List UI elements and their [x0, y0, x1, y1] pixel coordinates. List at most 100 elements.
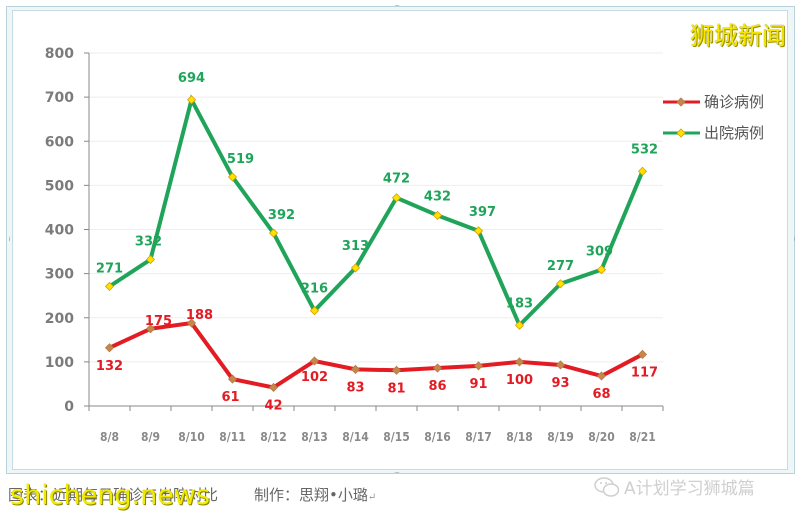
x-tick-label: 8/8: [100, 430, 119, 444]
data-label: 102: [301, 370, 328, 385]
x-tick-label: 8/12: [260, 430, 286, 444]
x-tick-label: 8/18: [506, 430, 532, 444]
legend-marker-icon: [676, 97, 686, 107]
data-label: 309: [586, 245, 613, 260]
data-point-marker: [227, 374, 238, 384]
data-point-marker: [145, 324, 156, 334]
y-tick-label: 100: [45, 355, 74, 371]
figure-caption: 图表：近期每日确诊与出院对比 制作：思翔•小璐↵: [8, 484, 376, 505]
x-tick-label: 8/15: [383, 430, 409, 444]
legend-label: 确诊病例: [704, 93, 764, 111]
data-label: 397: [469, 205, 496, 220]
wechat-watermark: A计划学习狮城篇: [594, 474, 755, 499]
data-point-marker: [104, 281, 115, 291]
y-tick-label: 0: [64, 399, 74, 415]
data-label: 68: [592, 387, 610, 402]
data-point-marker: [227, 172, 238, 182]
resize-handle-left[interactable]: ····: [5, 236, 13, 241]
data-point-marker: [350, 364, 361, 374]
data-point-marker: [309, 306, 320, 316]
resize-handle-bottom[interactable]: ····: [394, 469, 400, 477]
legend-marker-icon: [676, 128, 686, 138]
x-tick-label: 8/13: [301, 430, 327, 444]
data-label: 42: [264, 398, 282, 413]
brand-watermark: 狮城新闻: [690, 22, 786, 50]
x-tick-label: 8/16: [424, 430, 450, 444]
wechat-account-name: A计划学习狮城篇: [624, 479, 755, 499]
x-tick-label: 8/10: [178, 430, 204, 444]
data-label: 332: [135, 235, 162, 250]
x-tick-label: 8/17: [465, 430, 491, 444]
y-tick-label: 300: [45, 267, 74, 283]
data-point-marker: [309, 356, 320, 366]
data-point-marker: [637, 349, 648, 359]
data-point-marker: [596, 371, 607, 381]
data-point-marker: [350, 263, 361, 273]
data-point-marker: [473, 226, 484, 236]
legend-label: 出院病例: [704, 124, 764, 142]
paragraph-mark: ↵: [367, 492, 377, 503]
data-label: 91: [469, 377, 487, 392]
data-label: 61: [221, 390, 239, 405]
data-point-marker: [473, 361, 484, 371]
data-point-marker: [637, 166, 648, 176]
wechat-icon: [594, 476, 620, 497]
caption-credit: 制作：思翔•小璐: [254, 486, 368, 504]
data-label: 694: [178, 71, 205, 86]
data-label: 93: [551, 376, 569, 391]
data-label: 432: [424, 189, 451, 204]
data-label: 472: [383, 172, 410, 187]
data-label: 132: [96, 359, 123, 374]
data-point-marker: [268, 228, 279, 238]
data-label: 83: [346, 380, 364, 395]
legend-item-discharged[interactable]: 出院病例: [663, 124, 764, 142]
data-label: 100: [506, 373, 533, 388]
x-tick-label: 8/20: [588, 430, 614, 444]
data-label: 519: [227, 152, 254, 167]
data-label: 216: [301, 282, 328, 297]
data-label: 392: [268, 208, 295, 223]
x-tick-label: 8/21: [629, 430, 655, 444]
data-point-marker: [514, 320, 525, 330]
data-point-marker: [145, 254, 156, 265]
legend-item-confirmed[interactable]: 确诊病例: [663, 93, 764, 111]
data-label: 277: [547, 259, 574, 274]
data-point-marker: [555, 279, 566, 289]
x-tick-label: 8/11: [219, 430, 245, 444]
series-discharged: 271 332 694 519 392 216 313 472 432 397 183 277 309 5…: [96, 71, 658, 330]
data-point-marker: [268, 382, 279, 393]
site-watermark: shicheng.news: [10, 480, 210, 511]
y-tick-label: 500: [45, 178, 74, 194]
resize-handle-top[interactable]: ····: [394, 2, 400, 10]
y-tick-label: 700: [45, 90, 74, 106]
data-label: 188: [186, 308, 213, 323]
data-label: 81: [387, 381, 405, 396]
data-point-marker: [555, 360, 566, 370]
data-label: 117: [631, 365, 658, 380]
y-tick-label: 400: [45, 223, 74, 239]
data-label: 313: [342, 239, 369, 254]
y-tick-label: 800: [45, 46, 74, 62]
data-label: 532: [631, 142, 658, 157]
data-point-marker: [391, 193, 402, 203]
series-confirmed: 132 175 188 61 42 102 83 81 86 91 100 93 68 117: [96, 308, 658, 413]
x-tick-label: 8/14: [342, 430, 369, 444]
data-point-marker: [186, 95, 197, 105]
y-tick-label: 200: [45, 311, 74, 327]
x-tick-label: 8/9: [141, 430, 160, 444]
series-line: [108, 320, 644, 390]
caption-text: 图表：近期每日确诊与出院对比: [8, 486, 219, 504]
data-point-marker: [391, 365, 402, 375]
data-label: 271: [96, 261, 123, 276]
data-point-marker: [432, 210, 443, 220]
chart-frame: [12, 10, 788, 470]
data-point-marker: [432, 363, 443, 373]
data-point-marker: [186, 318, 197, 328]
resize-handle-right[interactable]: ····: [790, 236, 798, 241]
data-point-marker: [596, 265, 607, 275]
data-label: 183: [506, 296, 533, 311]
data-point-marker: [104, 343, 115, 353]
data-point-marker: [514, 357, 525, 367]
data-label: 175: [145, 314, 172, 329]
series-line: [108, 94, 645, 329]
